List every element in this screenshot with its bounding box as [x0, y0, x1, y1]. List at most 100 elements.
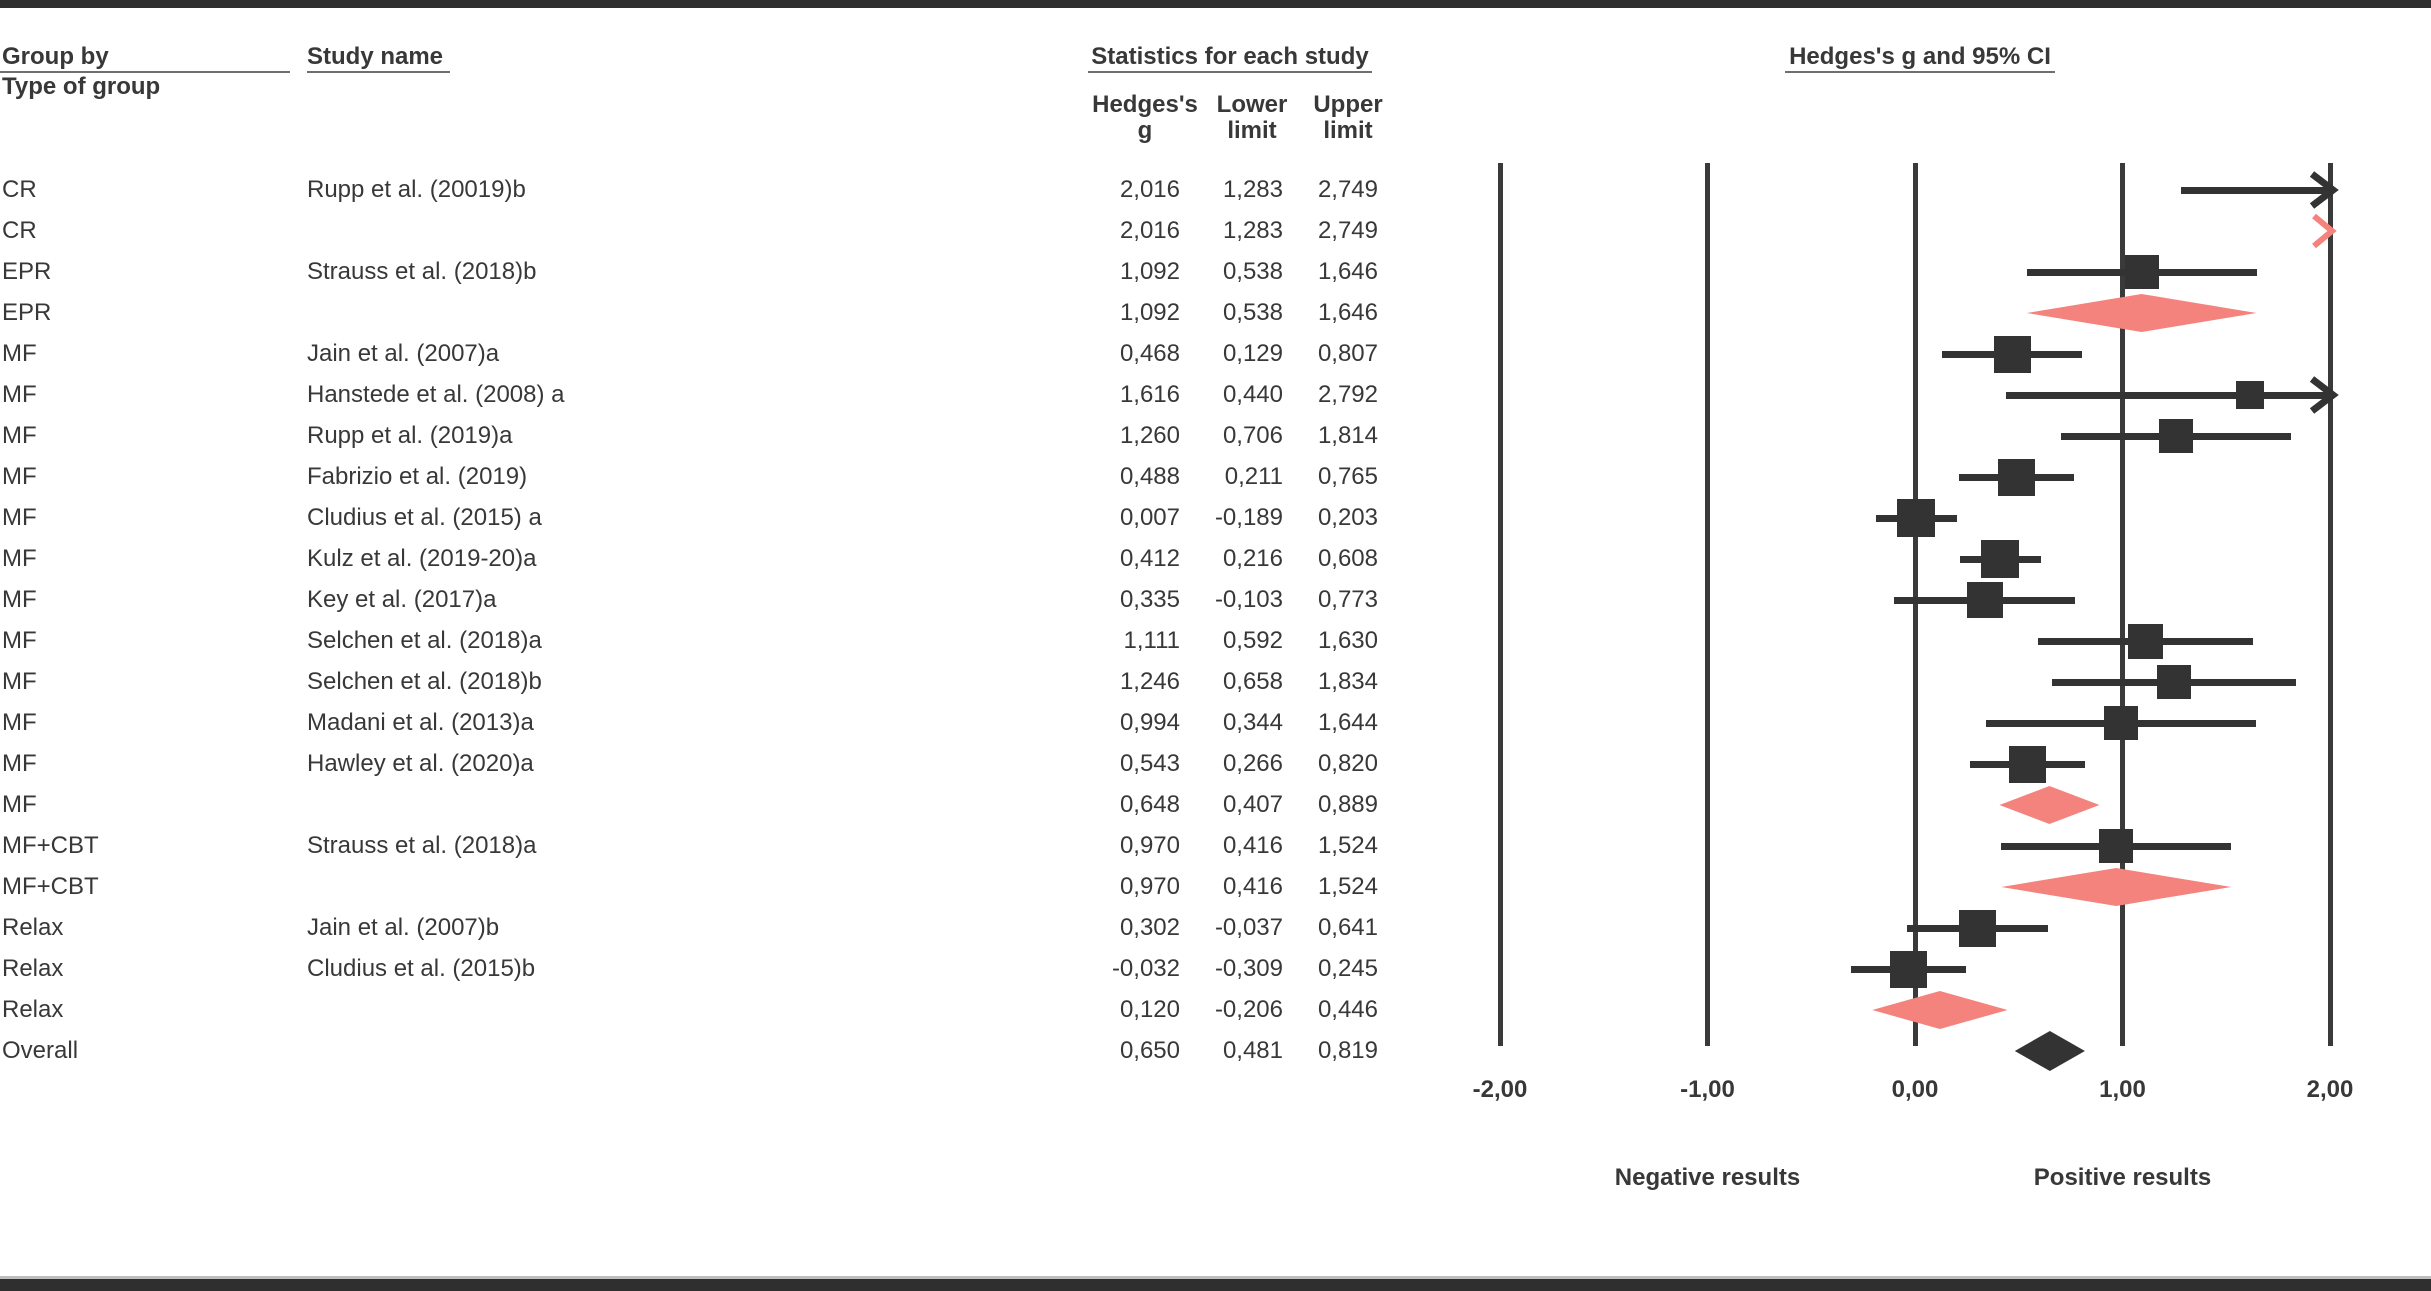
study-label	[307, 1031, 947, 1071]
upper-limit-column-header-line1: Upper	[1313, 91, 1383, 118]
upper-limit-value: 0,773	[1317, 586, 1378, 613]
hedges-g-value: 0,648	[1119, 791, 1180, 818]
lower-limit-value: 0,706	[1222, 422, 1283, 449]
group-label: MF	[2, 586, 37, 613]
summary-diamond-marker	[2026, 294, 2257, 332]
group-label: EPR	[2, 299, 52, 326]
summary-diamond-marker	[2001, 868, 2232, 906]
upper-limit-value: 1,814	[1317, 422, 1378, 449]
group-label: MF	[2, 709, 37, 736]
hedges-g-value: 0,970	[1119, 873, 1180, 900]
lower-limit-value: 0,440	[1222, 381, 1283, 408]
plot-gridline	[2327, 163, 2333, 1046]
study-label: Key et al. (2017)a	[307, 586, 497, 613]
upper-limit-value: 1,646	[1317, 299, 1378, 326]
upper-limit-value: 0,446	[1317, 996, 1378, 1023]
ci-line	[2006, 391, 2330, 399]
summary-diamond-marker	[1872, 991, 2008, 1029]
hedges-g-value: 0,970	[1119, 832, 1180, 859]
effect-square-marker	[1889, 950, 1927, 988]
effect-square-marker	[2159, 419, 2194, 453]
lower-limit-value: 0,481	[1222, 1037, 1283, 1064]
upper-limit-value: 1,644	[1317, 709, 1378, 736]
top-frame-bar	[0, 0, 2431, 8]
lower-limit-value: 0,658	[1222, 668, 1283, 695]
group-label: MF	[2, 791, 37, 818]
plot-gridline	[2120, 163, 2125, 1046]
hedges-g-value: 1,092	[1119, 299, 1180, 326]
group-label: MF	[2, 504, 37, 531]
study-label	[307, 867, 947, 907]
overall-diamond-marker	[2014, 1031, 2085, 1071]
study-label: Cludius et al. (2015)b	[307, 955, 536, 982]
hedges-g-value: 0,543	[1119, 750, 1180, 777]
group-label: EPR	[2, 258, 52, 285]
effect-square-marker	[2009, 745, 2047, 783]
study-label: Hanstede et al. (2008) a	[307, 381, 565, 408]
plot-gridline	[1705, 163, 1710, 1046]
group-label: Overall	[2, 1037, 79, 1064]
hedges-g-value: 0,650	[1119, 1037, 1180, 1064]
effect-square-marker	[1897, 499, 1936, 537]
lower-limit-value: 0,416	[1222, 873, 1283, 900]
x-axis-tick-label: 2,00	[2306, 1076, 2354, 1103]
study-label: Kulz et al. (2019-20)a	[307, 545, 537, 572]
study-label: Jain et al. (2007)a	[307, 340, 500, 367]
group-label: Relax	[2, 996, 64, 1023]
group-label: CR	[2, 176, 37, 203]
effect-square-marker	[2099, 829, 2134, 863]
upper-limit-value: 1,834	[1317, 668, 1378, 695]
group-label: MF	[2, 668, 37, 695]
effect-square-marker	[1997, 458, 2035, 496]
hedges-g-value: 1,111	[1123, 627, 1181, 654]
group-label: MF	[2, 381, 37, 408]
ci-arrow-right-icon	[2309, 376, 2339, 414]
effect-square-marker	[1993, 335, 2031, 373]
upper-limit-value: 0,203	[1317, 504, 1378, 531]
hedges-g-value: 1,260	[1119, 422, 1180, 449]
study-label: Cludius et al. (2015) a	[307, 504, 542, 531]
group-by-header: Group by	[2, 43, 109, 70]
x-axis-tick-label: -2,00	[1472, 1076, 1528, 1103]
negative-results-label: Negative results	[1614, 1164, 1801, 1191]
group-label: MF	[2, 627, 37, 654]
study-label: Strauss et al. (2018)b	[307, 258, 537, 285]
upper-limit-value: 0,608	[1317, 545, 1378, 572]
bottom-frame-accent	[0, 1276, 2431, 1279]
upper-limit-column-header-line2: limit	[1323, 117, 1373, 144]
hedges-g-value: 2,016	[1119, 217, 1180, 244]
lower-limit-value: -0,103	[1214, 586, 1283, 613]
group-label: MF+CBT	[2, 873, 99, 900]
lower-limit-value: 1,283	[1222, 176, 1283, 203]
lower-limit-value: 0,211	[1224, 463, 1283, 490]
bottom-frame-bar	[0, 1279, 2431, 1291]
group-label: MF	[2, 340, 37, 367]
upper-limit-value: 1,524	[1317, 873, 1378, 900]
hedges-g-value: 1,616	[1119, 381, 1180, 408]
study-label: Madani et al. (2013)a	[307, 709, 534, 736]
lower-limit-column-header-line1: Lower	[1216, 91, 1288, 118]
lower-limit-value: 0,344	[1222, 709, 1283, 736]
x-axis-tick-label: 0,00	[1891, 1076, 1939, 1103]
upper-limit-column-header: Upper limit	[1268, 92, 1428, 144]
lower-limit-value: 0,216	[1222, 545, 1283, 572]
summary-diamond-marker	[1999, 786, 2100, 824]
effect-square-marker	[2104, 706, 2139, 740]
upper-limit-value: 0,641	[1317, 914, 1378, 941]
study-label	[307, 211, 947, 251]
group-label: MF	[2, 545, 37, 572]
lower-limit-value: -0,037	[1214, 914, 1283, 941]
hedges-g-value: 0,120	[1119, 996, 1180, 1023]
lower-limit-value: 0,266	[1222, 750, 1283, 777]
study-label: Hawley et al. (2020)a	[307, 750, 534, 777]
upper-limit-value: 0,807	[1317, 340, 1378, 367]
effect-square-marker	[2156, 665, 2191, 699]
upper-limit-value: 1,524	[1317, 832, 1378, 859]
study-label: Jain et al. (2007)b	[307, 914, 500, 941]
lower-limit-column-header-line2: limit	[1227, 117, 1277, 144]
hedges-g-value: 0,007	[1119, 504, 1180, 531]
effect-square-marker	[2236, 381, 2265, 409]
hedges-g-value: -0,032	[1111, 955, 1180, 982]
upper-limit-value: 0,765	[1317, 463, 1378, 490]
upper-limit-value: 0,820	[1317, 750, 1378, 777]
